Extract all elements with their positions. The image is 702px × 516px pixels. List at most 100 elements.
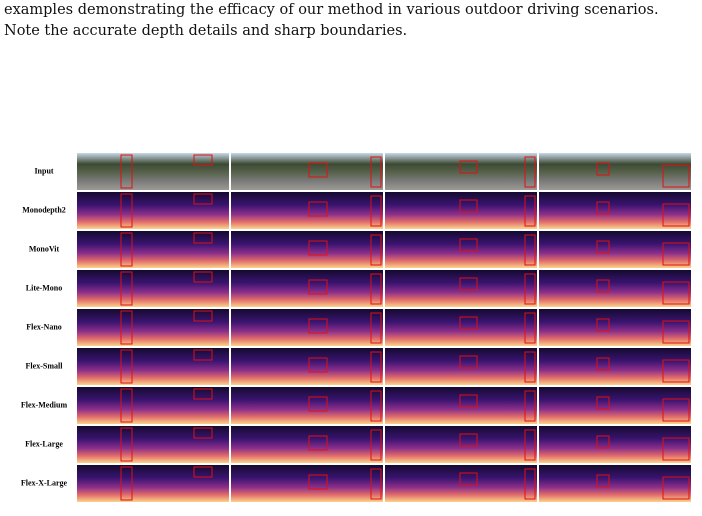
highlight-box: [596, 162, 610, 176]
highlight-box: [662, 437, 690, 461]
depth-map: [231, 348, 383, 385]
row-label: Flex-Small: [26, 361, 64, 370]
caption-line: Note the accurate depth details and shar…: [4, 23, 408, 39]
depth-map: [539, 270, 691, 307]
depth-map: [539, 231, 691, 268]
highlight-box: [662, 203, 690, 227]
highlight-box: [370, 234, 382, 266]
highlight-box: [308, 396, 328, 412]
depth-map: [77, 309, 229, 346]
highlight-box: [193, 427, 213, 439]
row-label: Lite-Mono: [26, 283, 62, 292]
depth-map: [385, 231, 537, 268]
depth-map: [231, 270, 383, 307]
highlight-box: [370, 468, 382, 500]
input-image: [77, 153, 229, 190]
input-image: [231, 153, 383, 190]
highlight-box: [662, 281, 690, 305]
depth-map: [539, 426, 691, 463]
highlight-box: [596, 240, 610, 254]
highlight-box: [524, 468, 536, 500]
depth-map: [385, 426, 537, 463]
row-label: Flex-Medium: [21, 400, 68, 409]
depth-map: [539, 348, 691, 385]
highlight-box: [596, 357, 610, 371]
highlight-box: [308, 474, 328, 490]
highlight-box: [193, 232, 213, 244]
highlight-box: [662, 242, 690, 266]
highlight-box: [524, 195, 536, 227]
row-label: MonoVit: [29, 244, 60, 253]
depth-map: [77, 348, 229, 385]
highlight-box: [459, 160, 478, 174]
depth-map: [385, 192, 537, 229]
depth-map: [385, 270, 537, 307]
row-label: Monodepth2: [22, 205, 66, 214]
highlight-box: [370, 351, 382, 383]
depth-map: [77, 231, 229, 268]
highlight-box: [120, 271, 133, 306]
highlight-box: [524, 273, 536, 305]
highlight-box: [596, 474, 610, 488]
highlight-box: [193, 271, 213, 283]
highlight-box: [120, 310, 133, 345]
highlight-box: [120, 349, 133, 384]
highlight-box: [308, 435, 328, 451]
highlight-box: [459, 433, 478, 447]
depth-map: [77, 465, 229, 502]
row-label: Input: [34, 166, 53, 175]
depth-map: [385, 348, 537, 385]
highlight-box: [120, 154, 133, 189]
highlight-box: [120, 388, 133, 423]
highlight-box: [193, 388, 213, 400]
highlight-box: [596, 318, 610, 332]
depth-map: [77, 270, 229, 307]
highlight-box: [308, 357, 328, 373]
depth-map: [77, 426, 229, 463]
highlight-box: [370, 312, 382, 344]
highlight-box: [193, 154, 213, 166]
depth-map: [385, 387, 537, 424]
depth-map: [231, 309, 383, 346]
highlight-box: [308, 318, 328, 334]
highlight-box: [662, 476, 690, 500]
highlight-box: [662, 320, 690, 344]
highlight-box: [596, 201, 610, 215]
depth-map: [231, 231, 383, 268]
depth-map: [539, 387, 691, 424]
depth-map: [77, 387, 229, 424]
highlight-box: [524, 312, 536, 344]
highlight-box: [596, 396, 610, 410]
highlight-box: [193, 310, 213, 322]
highlight-box: [120, 427, 133, 462]
highlight-box: [662, 164, 690, 188]
input-image: [539, 153, 691, 190]
highlight-box: [308, 201, 328, 217]
highlight-box: [308, 279, 328, 295]
highlight-box: [308, 240, 328, 256]
highlight-box: [662, 398, 690, 422]
highlight-box: [120, 232, 133, 267]
highlight-box: [459, 199, 478, 213]
highlight-box: [459, 394, 478, 408]
depth-map: [231, 192, 383, 229]
highlight-box: [120, 193, 133, 228]
highlight-box: [193, 349, 213, 361]
depth-map: [77, 192, 229, 229]
highlight-box: [662, 359, 690, 383]
row-label: Flex-Nano: [26, 322, 62, 331]
depth-map: [539, 465, 691, 502]
depth-map: [539, 309, 691, 346]
row-label: Flex-Large: [25, 439, 63, 448]
highlight-box: [370, 195, 382, 227]
depth-map: [539, 192, 691, 229]
depth-map: [385, 465, 537, 502]
highlight-box: [459, 277, 478, 291]
highlight-box: [370, 156, 382, 188]
depth-map: [385, 309, 537, 346]
highlight-box: [524, 351, 536, 383]
caption-line: examples demonstrating the efficacy of o…: [4, 2, 659, 18]
highlight-box: [524, 234, 536, 266]
